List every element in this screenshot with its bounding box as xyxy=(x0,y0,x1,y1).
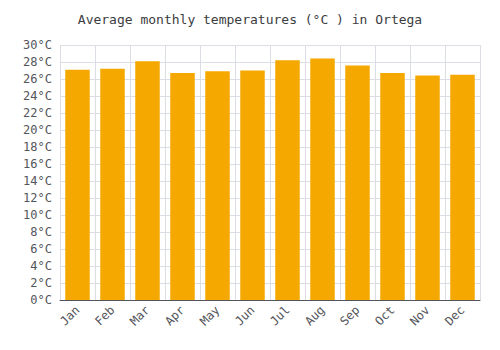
svg-text:26°C: 26°C xyxy=(23,72,52,86)
svg-text:12°C: 12°C xyxy=(23,191,52,205)
svg-text:Feb: Feb xyxy=(92,303,117,328)
svg-text:6°C: 6°C xyxy=(30,242,52,256)
svg-text:May: May xyxy=(197,303,222,328)
svg-text:Nov: Nov xyxy=(407,303,432,328)
svg-text:2°C: 2°C xyxy=(30,276,52,290)
svg-text:16°C: 16°C xyxy=(23,157,52,171)
svg-text:18°C: 18°C xyxy=(23,140,52,154)
svg-text:Jul: Jul xyxy=(267,303,292,328)
svg-text:Jan: Jan xyxy=(57,303,82,328)
svg-text:Sep: Sep xyxy=(337,303,362,328)
svg-text:Jun: Jun xyxy=(232,303,257,328)
svg-text:22°C: 22°C xyxy=(23,106,52,120)
svg-text:Aug: Aug xyxy=(302,303,327,328)
svg-text:Oct: Oct xyxy=(372,303,397,328)
svg-text:Apr: Apr xyxy=(162,303,187,328)
svg-text:4°C: 4°C xyxy=(30,259,52,273)
svg-text:0°C: 0°C xyxy=(30,293,52,307)
svg-text:8°C: 8°C xyxy=(30,225,52,239)
svg-text:Average monthly temperatures (: Average monthly temperatures (°C ) in Or… xyxy=(78,12,422,27)
svg-text:28°C: 28°C xyxy=(23,55,52,69)
svg-text:Dec: Dec xyxy=(442,303,467,328)
svg-text:24°C: 24°C xyxy=(23,89,52,103)
svg-text:Mar: Mar xyxy=(127,303,152,328)
svg-text:30°C: 30°C xyxy=(23,38,52,52)
svg-text:20°C: 20°C xyxy=(23,123,52,137)
svg-text:14°C: 14°C xyxy=(23,174,52,188)
svg-text:10°C: 10°C xyxy=(23,208,52,222)
